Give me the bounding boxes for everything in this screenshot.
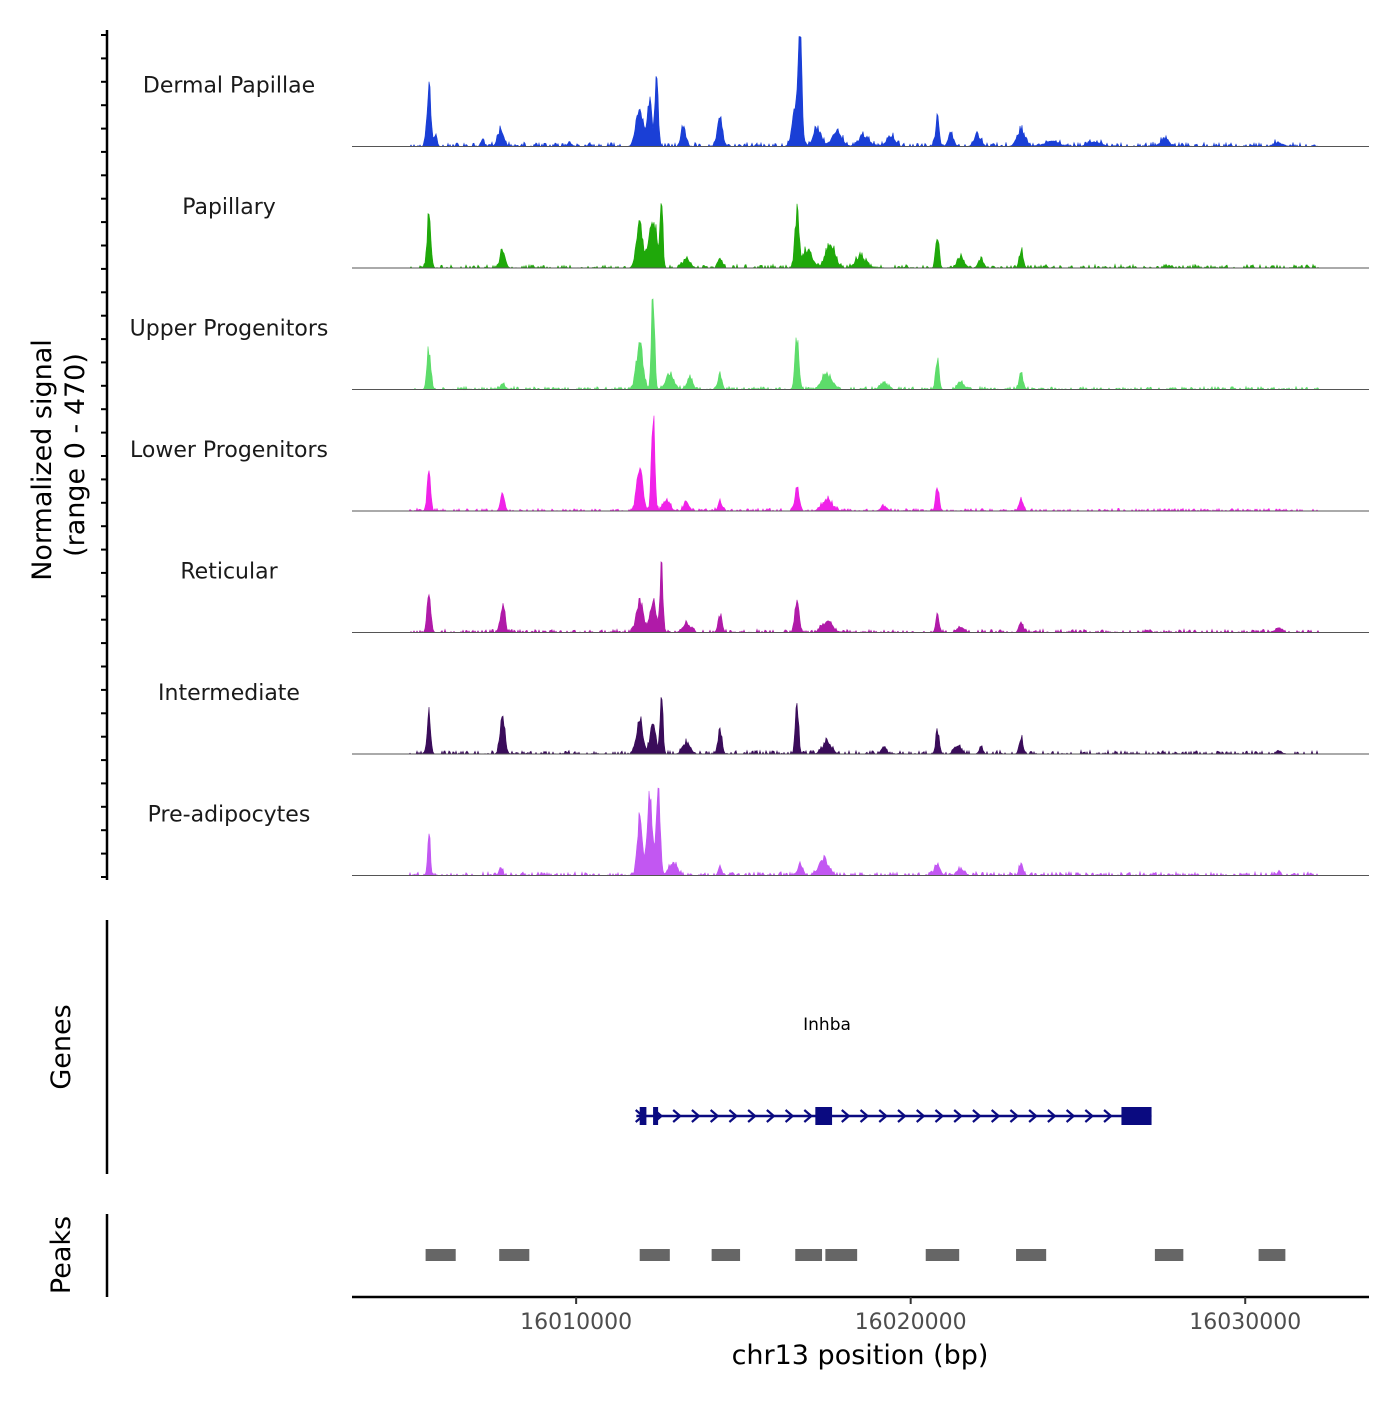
- track-label: Lower Progenitors: [130, 438, 328, 463]
- strand-arrow: [897, 1109, 907, 1123]
- coverage-area: [352, 36, 1369, 148]
- track-papillary: Papillary: [182, 195, 1369, 270]
- track-upper-progenitors: Upper Progenitors: [130, 298, 1369, 391]
- strand-arrow: [972, 1109, 982, 1123]
- peak-region: [1258, 1249, 1286, 1261]
- track-label: Papillary: [182, 195, 276, 220]
- track-label: Upper Progenitors: [130, 317, 329, 342]
- strand-arrow: [747, 1109, 757, 1123]
- strand-arrow: [953, 1109, 963, 1123]
- x-tick-label: 16010000: [520, 1310, 632, 1335]
- peak-region: [499, 1249, 530, 1261]
- signal-axis: [101, 30, 109, 880]
- track-label: Intermediate: [158, 681, 300, 706]
- strand-arrow: [916, 1109, 926, 1123]
- peak-region: [825, 1249, 858, 1261]
- gene-track: Inhba: [634, 1015, 1152, 1125]
- y-axis-title-line1: Normalized signal: [27, 339, 58, 581]
- peak-region: [425, 1249, 456, 1261]
- coverage-area: [352, 203, 1369, 270]
- x-tick-label: 16030000: [1189, 1310, 1301, 1335]
- gene-label: Inhba: [803, 1015, 851, 1035]
- track-lower-progenitors: Lower Progenitors: [130, 415, 1369, 512]
- coverage-area: [352, 561, 1369, 634]
- strand-arrow: [878, 1109, 888, 1123]
- exon: [815, 1107, 833, 1125]
- strand-arrow: [691, 1109, 701, 1123]
- track-pre-adipocytes: Pre-adipocytes: [148, 787, 1369, 877]
- coverage-area: [352, 415, 1369, 512]
- peak-region: [1016, 1249, 1047, 1261]
- strand-arrow: [841, 1109, 851, 1123]
- gene-inhba[interactable]: Inhba: [634, 1015, 1152, 1125]
- coverage-area: [352, 298, 1369, 391]
- strand-arrow: [766, 1109, 776, 1123]
- strand-arrow: [1028, 1109, 1038, 1123]
- strand-arrow: [672, 1109, 682, 1123]
- coverage-area: [352, 787, 1369, 877]
- genes-panel-label: Genes: [46, 1004, 77, 1089]
- strand-arrow: [859, 1109, 870, 1123]
- strand-arrow: [728, 1109, 739, 1123]
- peak-region: [795, 1249, 823, 1261]
- x-axis-title: chr13 position (bp): [732, 1340, 989, 1371]
- exon: [653, 1107, 659, 1125]
- strand-arrow: [1065, 1109, 1076, 1123]
- peak-region: [639, 1249, 670, 1261]
- exon: [1121, 1107, 1152, 1125]
- strand-arrow: [784, 1109, 795, 1123]
- strand-arrow: [709, 1109, 720, 1123]
- strand-arrow: [934, 1109, 945, 1123]
- peak-region: [925, 1249, 960, 1261]
- coverage-area: [352, 697, 1369, 755]
- track-reticular: Reticular: [180, 560, 1369, 634]
- exon: [639, 1107, 647, 1125]
- peaks-panel-label: Peaks: [46, 1216, 77, 1294]
- track-intermediate: Intermediate: [158, 681, 1369, 755]
- strand-arrow: [990, 1109, 1001, 1123]
- track-label: Reticular: [180, 560, 278, 585]
- coverage-tracks: Dermal Papillae Papillary Upper Progenitor…: [130, 36, 1369, 877]
- peak-track: [425, 1249, 1286, 1261]
- peak-region: [711, 1249, 741, 1261]
- track-label: Pre-adipocytes: [148, 803, 311, 828]
- strand-arrow: [1084, 1109, 1095, 1123]
- strand-arrow: [803, 1109, 814, 1123]
- track-dermal-papillae: Dermal Papillae: [143, 36, 1369, 148]
- strand-arrow: [1103, 1109, 1113, 1123]
- strand-arrow: [1047, 1109, 1057, 1123]
- track-label: Dermal Papillae: [143, 74, 315, 99]
- y-axis-title-line2: (range 0 - 470): [60, 353, 91, 557]
- x-axis-ticks: 16010000 16020000 16030000: [520, 1297, 1301, 1335]
- strand-arrow: [1009, 1109, 1020, 1123]
- peak-region: [1154, 1249, 1184, 1261]
- x-tick-label: 16020000: [855, 1310, 967, 1335]
